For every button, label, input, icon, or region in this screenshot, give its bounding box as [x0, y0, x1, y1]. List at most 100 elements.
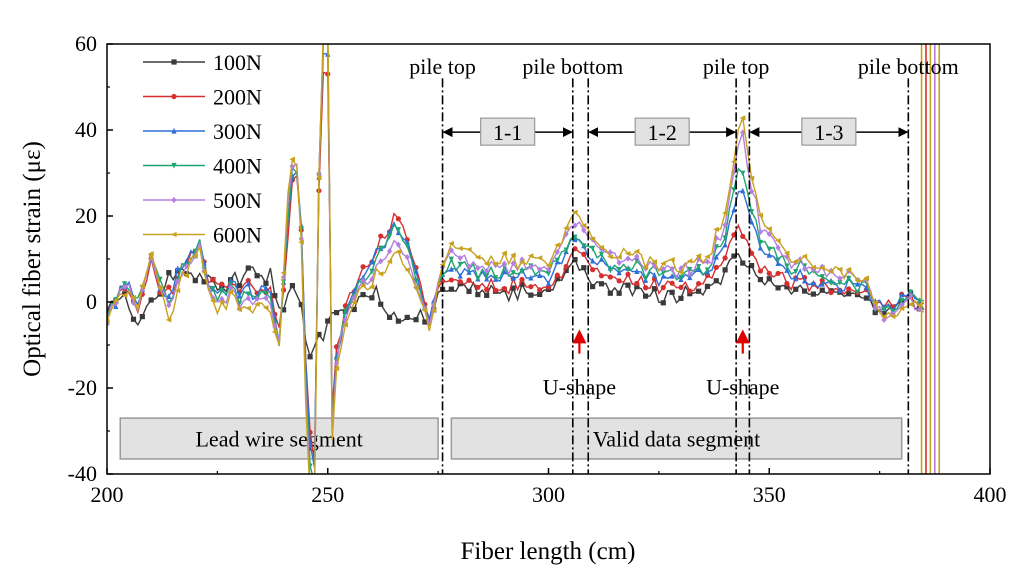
data-point: [271, 329, 278, 335]
data-point: [589, 236, 596, 242]
data-point: [793, 268, 799, 275]
data-point: [122, 283, 128, 291]
data-point: [263, 280, 269, 286]
data-point: [643, 275, 649, 282]
data-point: [254, 273, 260, 279]
segment-label: 1-2: [648, 120, 677, 145]
data-point: [457, 261, 463, 268]
data-point: [166, 302, 172, 309]
data-point: [465, 246, 472, 253]
data-point: [537, 266, 543, 273]
segment-box: [634, 117, 690, 146]
data-point: [616, 267, 622, 273]
data-point: [634, 268, 640, 275]
data-point: [660, 300, 666, 306]
data-point: [678, 274, 684, 281]
data-point: [201, 279, 207, 285]
data-point: [439, 278, 446, 284]
data-point: [484, 286, 490, 293]
data-point: [907, 292, 914, 299]
data-point: [916, 302, 922, 308]
u-shape-label: U-shape: [706, 374, 779, 399]
data-point: [819, 280, 825, 287]
data-point: [748, 218, 755, 225]
legend-label: 400N: [213, 154, 262, 179]
data-point: [528, 263, 534, 271]
data-point: [678, 284, 684, 290]
data-point: [722, 241, 728, 248]
data-point: [863, 284, 869, 291]
data-point: [484, 292, 490, 298]
data-point: [634, 253, 640, 260]
data-point: [563, 267, 569, 274]
data-point: [378, 233, 384, 239]
data-point: [748, 262, 755, 269]
x-tick-label: 300: [532, 482, 565, 507]
data-point: [378, 258, 384, 265]
data-point: [404, 243, 410, 249]
data-point: [518, 259, 525, 265]
data-point: [554, 248, 560, 256]
data-point: [837, 275, 843, 282]
pile-label: pile bottom: [858, 54, 959, 79]
data-point: [421, 307, 428, 313]
data-point: [766, 230, 772, 238]
data-point: [695, 253, 702, 259]
data-point: [475, 292, 481, 298]
x-tick-label: 400: [974, 482, 1007, 507]
data-point: [783, 250, 790, 256]
data-point: [740, 170, 746, 177]
data-point: [360, 292, 366, 298]
data-point: [899, 291, 905, 298]
data-point: [510, 260, 516, 267]
data-point: [704, 258, 711, 265]
data-point: [448, 286, 454, 292]
data-point: [537, 272, 543, 279]
data-point: [342, 322, 349, 328]
data-point: [245, 265, 251, 271]
y-tick-label: 20: [75, 203, 97, 228]
data-point: [784, 284, 790, 290]
data-point: [466, 288, 472, 294]
legend-item: 300N: [143, 119, 262, 144]
data-point: [474, 254, 481, 260]
data-point: [854, 289, 861, 296]
data-point: [722, 210, 728, 216]
data-point: [660, 269, 666, 276]
data-point: [643, 285, 649, 291]
data-point: [510, 285, 516, 291]
data-point: [519, 281, 525, 287]
segment-box: [801, 117, 857, 146]
data-point: [572, 222, 578, 229]
data-point: [872, 305, 878, 312]
data-point: [245, 280, 251, 287]
data-point: [368, 284, 375, 290]
data-point: [554, 276, 560, 282]
data-point: [669, 272, 675, 279]
data-point: [563, 247, 569, 254]
data-point: [784, 253, 790, 260]
y-tick-label: 0: [86, 289, 97, 314]
data-point: [722, 221, 728, 229]
data-point: [210, 276, 216, 282]
data-point: [696, 256, 702, 263]
data-point: [527, 253, 534, 259]
data-point: [784, 267, 790, 273]
data-point: [846, 291, 852, 297]
legend-label: 200N: [213, 85, 262, 110]
data-point: [634, 284, 640, 290]
data-point: [298, 239, 304, 245]
data-point: [192, 253, 198, 259]
data-point: [571, 209, 578, 215]
data-point: [748, 250, 755, 256]
data-point: [669, 266, 675, 273]
data-point: [784, 280, 790, 287]
data-point: [740, 260, 746, 266]
legend-marker: [171, 196, 177, 204]
data-point: [130, 299, 137, 306]
data-point: [740, 187, 746, 194]
edge-lines: [920, 44, 941, 474]
data-point: [112, 297, 119, 303]
data-point: [298, 301, 304, 308]
data-point: [545, 280, 552, 287]
